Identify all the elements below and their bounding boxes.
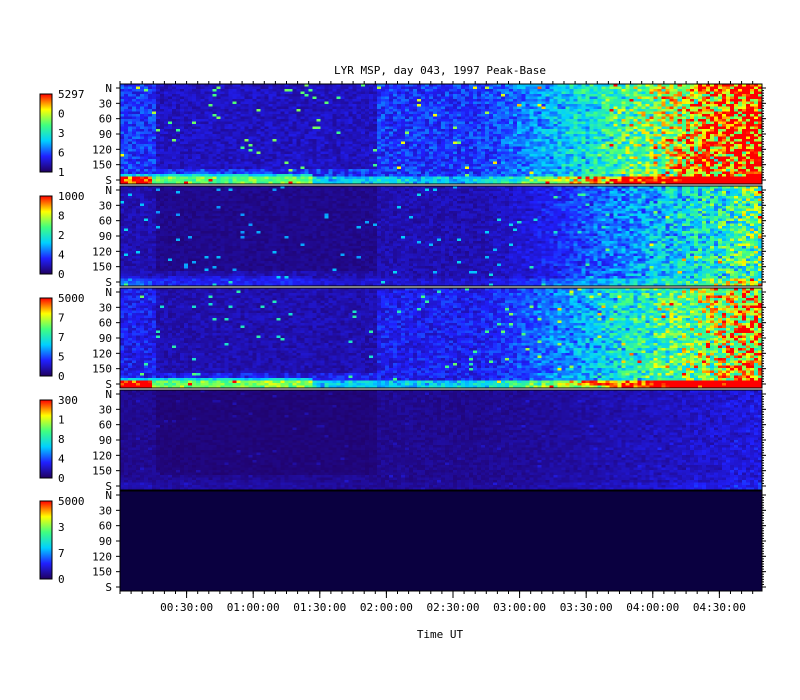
x-tick-label: 04:00:00 bbox=[626, 601, 679, 614]
colorbar-label: 3 bbox=[58, 127, 65, 140]
y-tick-label: 90 bbox=[99, 230, 112, 243]
x-axis-label: Time UT bbox=[417, 628, 464, 641]
colorbar-label: 300 bbox=[58, 394, 78, 407]
colorbar-label: 8 bbox=[58, 210, 65, 223]
y-tick-label: 30 bbox=[99, 504, 112, 517]
y-tick-label: S bbox=[105, 174, 112, 187]
colorbar-label: 7 bbox=[58, 331, 65, 344]
y-tick-label: 120 bbox=[92, 347, 112, 360]
colorbar-label: 0 bbox=[58, 472, 65, 485]
y-tick-label: 150 bbox=[92, 261, 112, 274]
x-tick-label: 01:00:00 bbox=[227, 601, 280, 614]
y-tick-label: N bbox=[105, 184, 112, 197]
x-axis: 00:30:00 01:00:00 01:30:00 02:00:00 02:30:00… bbox=[119, 81, 754, 614]
y-tick-label: 60 bbox=[99, 520, 112, 533]
colorbar-label: 0 bbox=[58, 370, 65, 383]
colorbar-label: 8 bbox=[58, 433, 65, 446]
x-tick-label: 02:30:00 bbox=[426, 601, 479, 614]
y-tick-label: 150 bbox=[92, 465, 112, 478]
x-tick-label: 03:30:00 bbox=[560, 601, 613, 614]
y-tick-label: 90 bbox=[99, 434, 112, 447]
y-tick-label: S bbox=[105, 276, 112, 289]
y-tick-label: 30 bbox=[99, 199, 112, 212]
y-tick-label: 60 bbox=[99, 317, 112, 330]
y-tick-label: 30 bbox=[99, 301, 112, 314]
y-tick-label: 150 bbox=[92, 159, 112, 172]
panel-2: N 30 60 90 120 150 S 1000 8 2 4 0 bbox=[39, 184, 766, 289]
x-tick-label: 03:00:00 bbox=[493, 601, 546, 614]
panel-3: N 30 60 90 120 150 S 5000 7 7 5 0 bbox=[39, 286, 766, 391]
chart-title: LYR MSP, day 043, 1997 Peak-Base bbox=[334, 64, 546, 77]
x-tick-label: 04:30:00 bbox=[693, 601, 746, 614]
y-tick-label: 90 bbox=[99, 128, 112, 141]
colorbar-label: 0 bbox=[58, 573, 65, 586]
colorbar-label: 4 bbox=[58, 249, 65, 262]
y-tick-label: 150 bbox=[92, 566, 112, 579]
x-tick-label: 01:30:00 bbox=[293, 601, 346, 614]
colorbar-label: 1 bbox=[58, 166, 65, 179]
x-tick-label: 02:00:00 bbox=[360, 601, 413, 614]
panel-1: N 30 60 90 120 150 S 5297 0 3 6 1 bbox=[39, 82, 766, 187]
y-tick-label: 90 bbox=[99, 535, 112, 548]
y-tick-label: S bbox=[105, 581, 112, 594]
y-tick-label: 120 bbox=[92, 245, 112, 258]
y-tick-label: S bbox=[105, 378, 112, 391]
colorbar-label: 0 bbox=[58, 108, 65, 121]
colorbar-label: 6 bbox=[58, 147, 65, 160]
colorbar-label: 5 bbox=[58, 351, 65, 364]
heatmap-image bbox=[120, 84, 762, 184]
heatmap-image bbox=[120, 390, 762, 490]
heatmap-image bbox=[120, 491, 762, 591]
heatmap-image bbox=[120, 288, 762, 388]
y-tick-label: 60 bbox=[99, 419, 112, 432]
y-tick-label: 120 bbox=[92, 550, 112, 563]
colorbar-label: 7 bbox=[58, 547, 65, 560]
y-tick-label: N bbox=[105, 82, 112, 95]
y-tick-label: 150 bbox=[92, 363, 112, 376]
colorbar bbox=[39, 500, 53, 580]
colorbar-label: 1000 bbox=[58, 190, 85, 203]
y-tick-label: 60 bbox=[99, 113, 112, 126]
colorbar-label: 0 bbox=[58, 268, 65, 281]
x-tick-label: 00:30:00 bbox=[160, 601, 213, 614]
y-tick-label: N bbox=[105, 286, 112, 299]
colorbar-label: 5000 bbox=[58, 495, 85, 508]
colorbar-label: 1 bbox=[58, 414, 65, 427]
colorbar bbox=[39, 93, 53, 173]
colorbar-label: 3 bbox=[58, 521, 65, 534]
colorbar-label: 7 bbox=[58, 312, 65, 325]
y-tick-label: N bbox=[105, 489, 112, 502]
panel-4: N 30 60 90 120 150 S 300 1 8 4 0 bbox=[39, 388, 766, 493]
y-tick-label: N bbox=[105, 388, 112, 401]
colorbar-label: 5297 bbox=[58, 88, 85, 101]
y-tick-label: 30 bbox=[99, 97, 112, 110]
y-tick-label: 120 bbox=[92, 143, 112, 156]
y-tick-label: 120 bbox=[92, 449, 112, 462]
y-tick-label: 30 bbox=[99, 403, 112, 416]
heatmap-image bbox=[120, 186, 762, 286]
colorbar-label: 2 bbox=[58, 229, 65, 242]
colorbar bbox=[39, 195, 53, 275]
colorbar bbox=[39, 399, 53, 479]
y-tick-label: 90 bbox=[99, 332, 112, 345]
colorbar bbox=[39, 297, 53, 377]
y-tick-label: S bbox=[105, 480, 112, 493]
colorbar-label: 5000 bbox=[58, 292, 85, 305]
colorbar-label: 4 bbox=[58, 453, 65, 466]
panel-5: N 30 60 90 120 150 S 5000 3 7 0 bbox=[39, 489, 766, 594]
panels: N306090120150S52970361N306090120150S1000… bbox=[39, 82, 766, 594]
y-tick-label: 60 bbox=[99, 215, 112, 228]
